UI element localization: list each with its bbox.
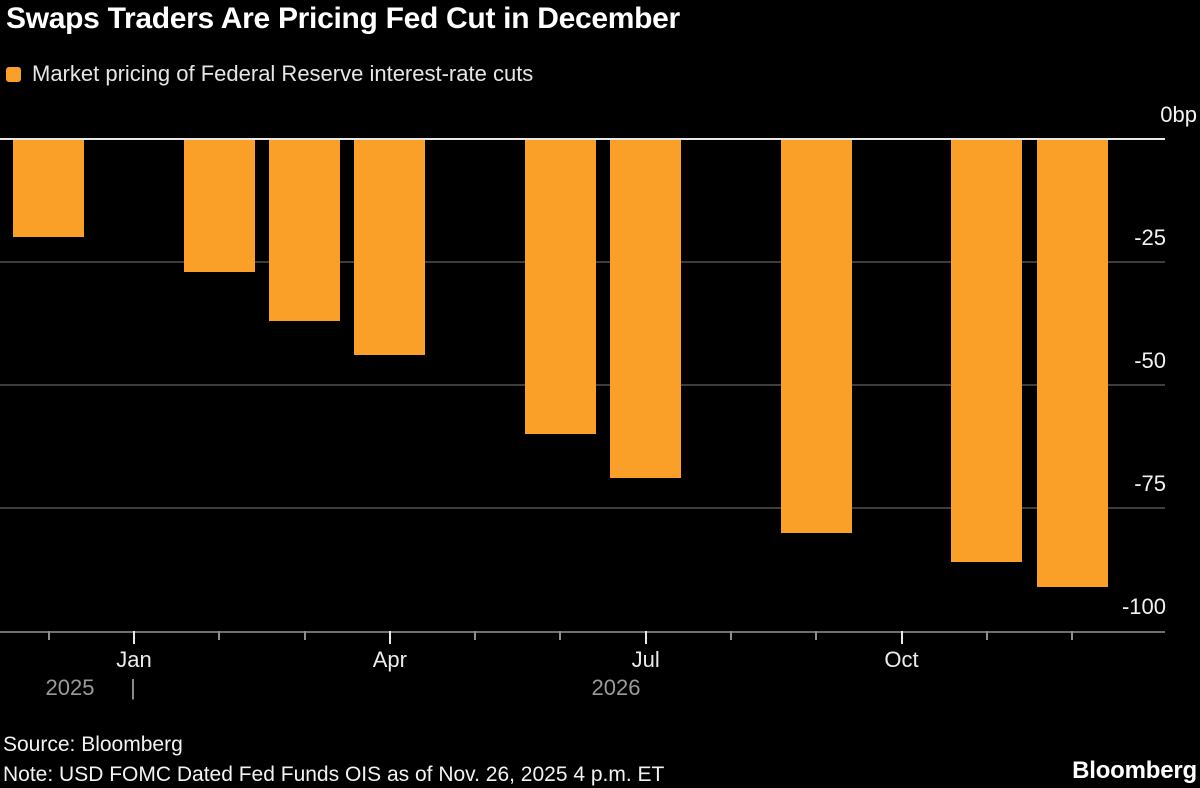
- zero-baseline: [0, 138, 1165, 140]
- x-tick-label-jan: Jan: [116, 647, 152, 672]
- y-tick-label-25: -25: [1134, 225, 1166, 250]
- bar-apr-2026-fomc: [354, 139, 426, 356]
- x-minor-tick: [1071, 631, 1074, 640]
- year-label-2026: 2026: [591, 675, 641, 700]
- gridline--75: [0, 507, 1165, 509]
- x-minor-tick: [815, 631, 818, 640]
- bar-dec-2026-fomc: [1036, 139, 1108, 587]
- y-tick-label-0bp: 0bp: [1160, 102, 1197, 127]
- x-minor-tick: [985, 631, 988, 640]
- source-text: Source: Bloomberg: [3, 733, 183, 756]
- bar-sep-2026-fomc: [780, 139, 852, 533]
- x-minor-tick: [729, 631, 732, 640]
- legend: Market pricing of Federal Reserve intere…: [6, 61, 533, 87]
- legend-swatch-icon: [6, 66, 21, 82]
- bar-jun-2026-fomc: [524, 139, 596, 435]
- bloomberg-logo: Bloomberg: [1072, 757, 1197, 784]
- x-tick-label-jul: Jul: [631, 647, 660, 672]
- year-divider: |: [130, 675, 136, 700]
- bar-jan-2026-fomc: [183, 139, 255, 272]
- y-tick-label-50: -50: [1134, 348, 1166, 373]
- y-tick-label-100: -100: [1121, 594, 1166, 619]
- chart-title: Swaps Traders Are Pricing Fed Cut in Dec…: [6, 2, 680, 35]
- bar-oct-2026-fomc: [951, 139, 1023, 563]
- year-label-2025: 2025: [45, 675, 95, 700]
- x-tick-label-apr: Apr: [372, 647, 407, 672]
- x-major-tick: [900, 631, 903, 644]
- note-text: Note: USD FOMC Dated Fed Funds OIS as of…: [3, 763, 665, 786]
- x-major-tick: [644, 631, 647, 644]
- x-major-tick: [132, 631, 135, 644]
- x-major-tick: [388, 631, 391, 644]
- bar-mar-2026-fomc: [269, 139, 341, 322]
- x-minor-tick: [474, 631, 477, 640]
- x-minor-tick: [47, 631, 50, 640]
- x-tick-label-oct: Oct: [884, 647, 919, 672]
- bar-jul-2026-fomc: [610, 139, 682, 479]
- x-minor-tick: [559, 631, 562, 640]
- y-tick-label-75: -75: [1134, 471, 1166, 496]
- x-minor-tick: [218, 631, 221, 640]
- legend-label: Market pricing of Federal Reserve intere…: [32, 61, 534, 86]
- bar-dec-2025-fomc: [13, 139, 85, 238]
- plot-area: [0, 138, 1165, 633]
- x-minor-tick: [303, 631, 306, 640]
